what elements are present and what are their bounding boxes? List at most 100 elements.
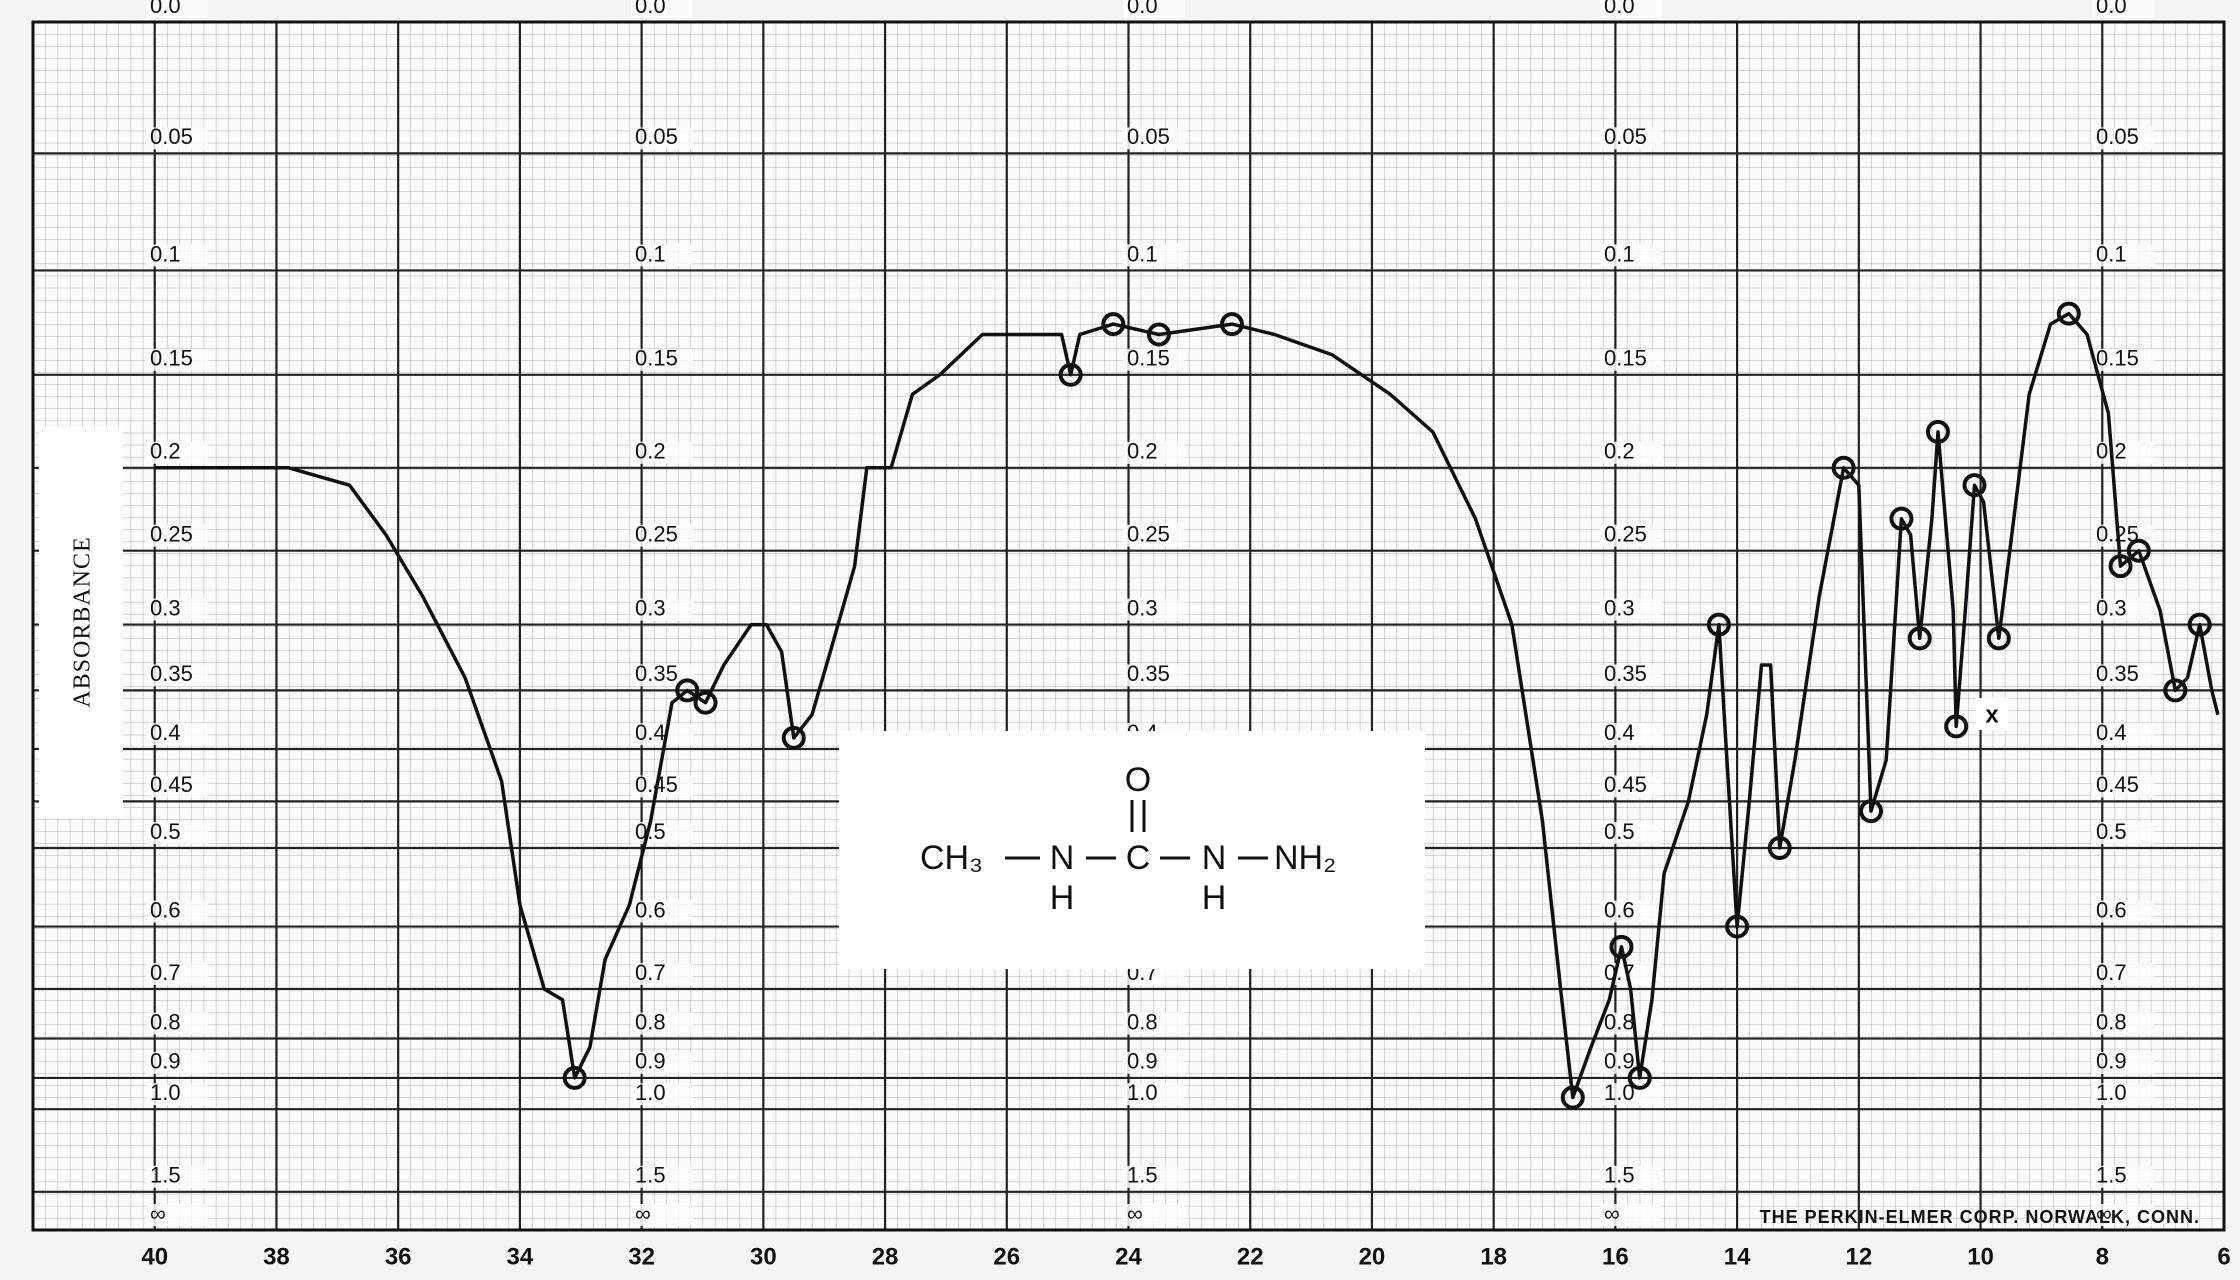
label-backdrop [1123,1204,1185,1226]
structure-box [839,731,1425,969]
label-backdrop [1600,775,1662,798]
label-backdrop [1123,348,1185,371]
peak-marker [2163,678,2188,703]
peak-marker [1767,835,1792,860]
label-backdrop [631,664,693,687]
y-tick-label: 0.8 [635,1009,666,1034]
y-tick-label: 0.2 [635,439,666,464]
label-backdrop [1600,664,1662,687]
y-tick-label: 0.4 [635,720,666,745]
y-tick-label: 0.25 [1127,522,1170,547]
x-tick-label: 22 [1237,1243,1264,1270]
y-tick-label: 0.35 [1604,661,1647,686]
label-backdrop [146,775,208,798]
y-tick-label: 0.0 [1604,0,1635,18]
label-backdrop [1123,598,1185,621]
y-tick-label: 0.45 [150,772,193,797]
axis-label-box [39,427,123,818]
y-tick-label: 0.1 [150,241,181,266]
label-backdrop [631,348,693,371]
x-tick-label: 28 [872,1243,899,1270]
y-tick-label: 0.9 [1604,1049,1635,1074]
y-tick-label: 1.0 [2096,1080,2127,1105]
peak-marker [1725,914,1750,939]
label-backdrop [1600,127,1662,150]
label-backdrop [2092,962,2154,985]
x-tick-label: 26 [993,1243,1020,1270]
label-backdrop [2092,1204,2154,1226]
y-tick-label: 0.8 [150,1009,181,1034]
peak-marker [1219,312,1244,337]
peak-marker [1962,473,1987,498]
label-backdrop [2092,723,2154,746]
label-backdrop [631,127,693,150]
label-backdrop [1123,664,1185,687]
peak-marker [1609,934,1634,959]
nitrogen: N [1050,839,1075,877]
label-backdrop [1600,0,1662,18]
carbon: C [1126,839,1151,877]
y-tick-label: 0.05 [1127,124,1170,149]
y-tick-label: 0.6 [1604,897,1635,922]
label-backdrop [146,1165,208,1188]
label-backdrop [1600,348,1662,371]
y-tick-label: 0.2 [1604,439,1635,464]
y-tick-label: ∞ [1127,1201,1143,1226]
label-backdrop [2092,127,2154,150]
label-backdrop [1600,598,1662,621]
x-tick-label: 6 [2217,1243,2230,1270]
label-backdrop [1600,723,1662,746]
peak-marker [2108,554,2133,579]
y-axis-label: ABSORBANCE [70,536,96,707]
y-tick-label: 0.2 [1127,439,1158,464]
label-backdrop [1123,1012,1185,1035]
y-tick-label: 0.15 [635,346,678,371]
label-backdrop [2092,900,2154,923]
label-backdrop [631,1051,693,1074]
y-tick-label: 1.0 [635,1080,666,1105]
y-tick-label: 0.25 [150,522,193,547]
x-tick-labels: 40 38 36 34 32 30 28 26 24 22 20 18 16 14 12 10 8 6 [141,1243,2230,1270]
y-tick-label: 0.0 [635,0,666,18]
spectrum-line [154,311,2220,1100]
y-tick-label: 0.35 [1127,661,1170,686]
y-tick-label: 0.25 [635,522,678,547]
x-tick-label: 20 [1359,1243,1386,1270]
y-tick-label: 0.05 [635,124,678,149]
label-backdrop [2092,1083,2154,1106]
annotation: x [1985,701,1999,728]
label-backdrop [2092,664,2154,687]
label-backdrop [631,1012,693,1035]
y-tick-label: 0.5 [1604,819,1635,844]
label-backdrop [631,1204,693,1226]
y-tick-label: ∞ [635,1201,651,1226]
y-tick-label: 0.05 [2096,124,2139,149]
methyl: CH₃ [920,839,983,877]
annotation-box [1976,698,2008,730]
y-tick-label: 0.1 [1604,241,1635,266]
y-tick-label: 0.1 [635,241,666,266]
hydrogen: H [1050,879,1075,917]
label-backdrop [146,900,208,923]
label-backdrop [1600,821,1662,844]
y-tick-label: ∞ [2096,1201,2112,1226]
y-tick-label: 1.5 [1127,1163,1158,1188]
hydrogen: H [1202,879,1227,917]
y-tick-label: 0.05 [150,124,193,149]
x-tick-label: 16 [1602,1243,1629,1270]
label-backdrop [1123,1051,1185,1074]
y-tick-label: 0.05 [1604,124,1647,149]
spectrum [154,301,2220,1110]
y-tick-label: 0.1 [1127,241,1158,266]
label-backdrop [2092,1012,2154,1035]
x-tick-label: 10 [1967,1243,1994,1270]
y-tick-label: 0.35 [635,661,678,686]
y-tick-label: 0.8 [1604,1009,1635,1034]
x-tick-label: 38 [263,1243,290,1270]
label-backdrop [631,723,693,746]
label-backdrop [631,441,693,464]
label-backdrop [631,900,693,923]
y-tick-label: 0.4 [150,720,181,745]
label-backdrop [146,1083,208,1106]
y-tick-label: 0.3 [2096,595,2127,620]
